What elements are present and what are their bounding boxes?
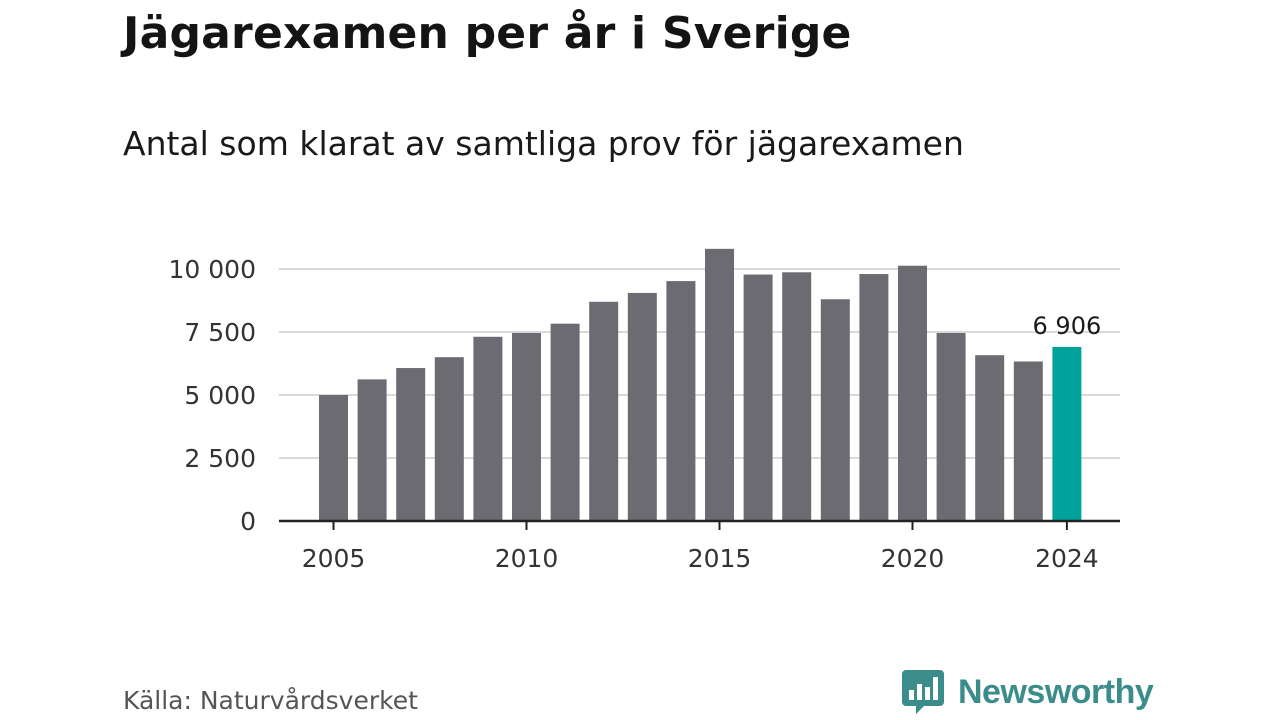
y-tick-label: 7 500 [184, 318, 256, 347]
data-labels: 6 906 [1033, 312, 1102, 340]
chart-subtitle: Antal som klarat av samtliga prov för jä… [123, 124, 964, 163]
bar-chart-speech-bubble-icon [902, 670, 944, 714]
bar-2012 [589, 301, 619, 521]
bar-2016 [743, 274, 773, 521]
bar-2021 [936, 333, 966, 521]
y-axis-labels: 0 2 500 5 000 7 500 10 000 [169, 255, 256, 536]
bar-2014 [666, 281, 696, 521]
y-tick-label: 2 500 [184, 444, 256, 473]
x-tick-label: 2005 [302, 544, 366, 573]
chart-title: Jägarexamen per år i Sverige [123, 8, 852, 59]
bar-2007 [396, 368, 426, 521]
bar-2006 [357, 379, 387, 521]
bar-2019 [859, 274, 889, 521]
bar-2015 [705, 248, 734, 521]
y-tick-label: 0 [240, 507, 256, 536]
bar-2013 [627, 292, 657, 521]
y-tick-label: 5 000 [184, 381, 256, 410]
y-tick-label: 10 000 [169, 255, 256, 284]
bar-2010 [512, 333, 541, 521]
x-tick-label: 2020 [881, 544, 945, 573]
bar-2022 [975, 355, 1005, 521]
x-tick-label: 2024 [1035, 544, 1099, 573]
bar-2011 [550, 323, 580, 521]
brand-name: Newsworthy [958, 672, 1154, 711]
x-tick-label: 2010 [495, 544, 559, 573]
source-note: Källa: Naturvårdsverket [123, 686, 418, 715]
bar-2018 [820, 299, 850, 521]
bar-2017 [782, 272, 812, 521]
x-axis-labels: 2005 2010 2015 2020 2024 [302, 544, 1099, 573]
brand-logo: Newsworthy [902, 670, 1154, 714]
bars [319, 248, 1082, 521]
bar-2020 [898, 265, 927, 521]
bar-2005 [319, 395, 348, 521]
data-label-2024: 6 906 [1033, 312, 1102, 340]
x-tick-label: 2015 [688, 544, 752, 573]
bar-2008 [434, 357, 464, 521]
x-axis [279, 519, 1120, 530]
bar-2023 [1013, 361, 1043, 521]
bar-2024 [1052, 346, 1082, 521]
bar-2009 [473, 336, 503, 521]
